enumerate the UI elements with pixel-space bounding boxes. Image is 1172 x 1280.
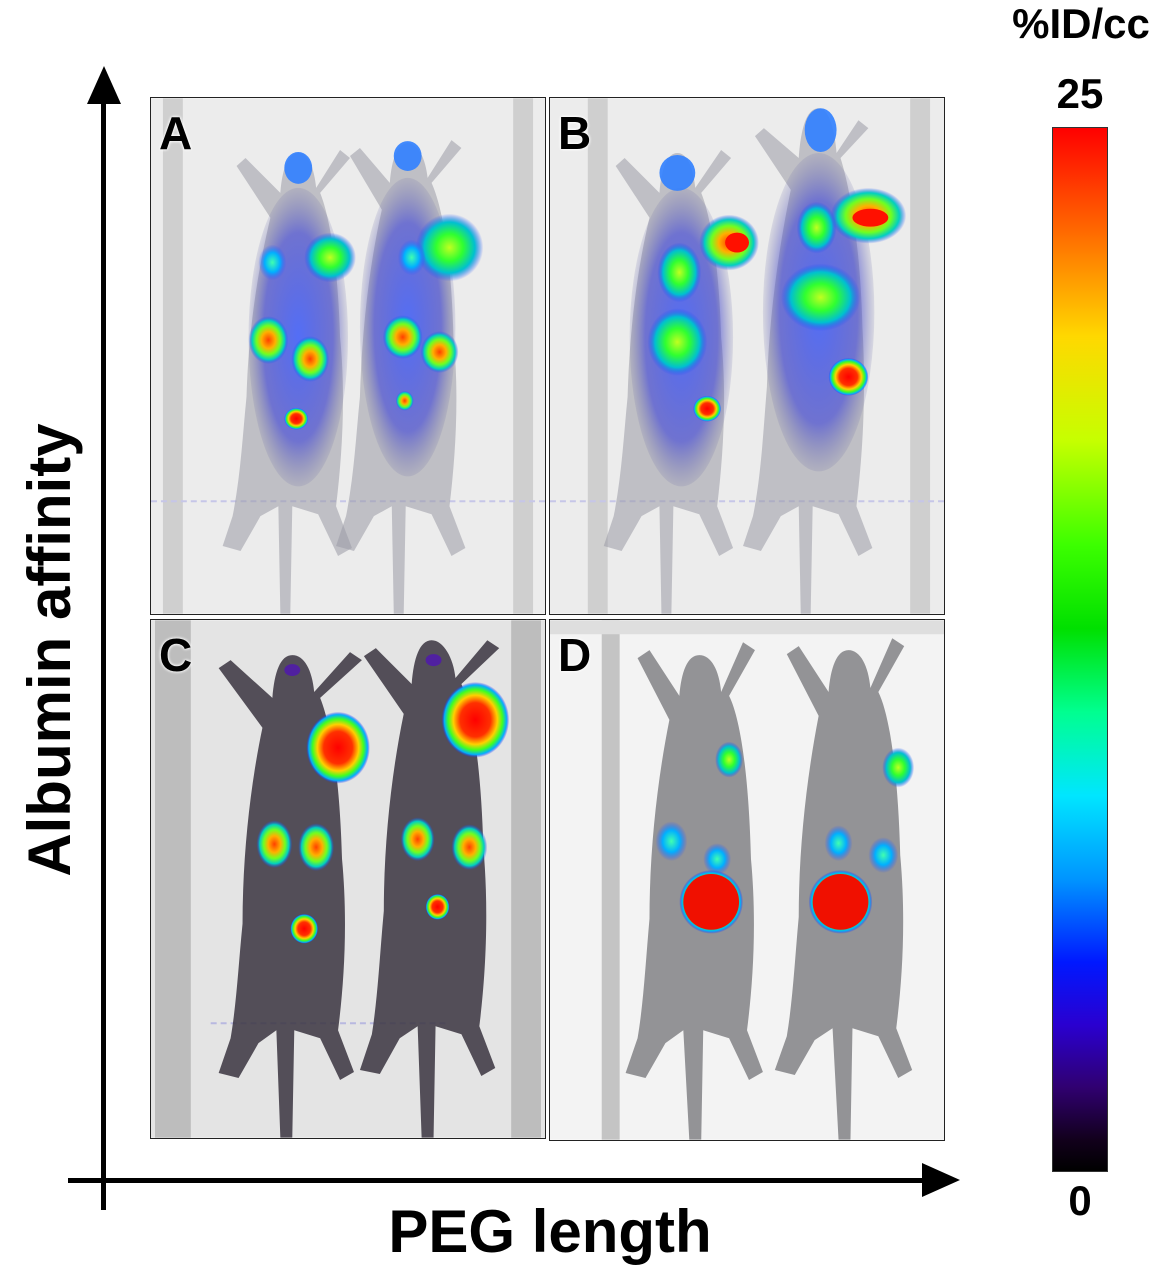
colorbar — [1052, 127, 1108, 1172]
panel-b-image: B — [549, 97, 945, 615]
y-axis-line — [101, 95, 106, 1210]
panel-d-letter: D — [558, 629, 592, 681]
mouse-right — [743, 108, 907, 614]
mouse-left — [222, 150, 356, 614]
mouse-right — [336, 140, 484, 614]
mouse-right — [774, 638, 915, 1140]
mouse-right — [359, 640, 510, 1138]
panel-a-pet-scan — [151, 98, 545, 614]
panel-a-letter: A — [159, 107, 193, 159]
panel-c-pet-scan — [151, 620, 545, 1138]
x-axis-arrowhead — [922, 1163, 960, 1197]
panel-d-image: D — [549, 619, 945, 1141]
mouse-left — [218, 652, 370, 1138]
colorbar-unit-label: %ID/cc — [1012, 0, 1150, 47]
panel-c-letter: C — [159, 629, 193, 681]
y-axis-label: Albumin affinity — [16, 423, 83, 877]
panel-b-letter: B — [558, 107, 592, 159]
panel-b-pet-scan — [550, 98, 944, 614]
panel-a-image: A — [150, 97, 546, 615]
x-axis-line — [68, 1178, 948, 1183]
mouse-left — [625, 642, 763, 1140]
x-axis-label: PEG length — [388, 1198, 712, 1265]
colorbar-min-label: 0 — [1068, 1177, 1092, 1224]
panel-d-pet-scan — [550, 620, 944, 1140]
colorbar-max-label: 25 — [1056, 70, 1104, 117]
mouse-left — [603, 150, 759, 614]
panel-c-image: C — [150, 619, 546, 1139]
